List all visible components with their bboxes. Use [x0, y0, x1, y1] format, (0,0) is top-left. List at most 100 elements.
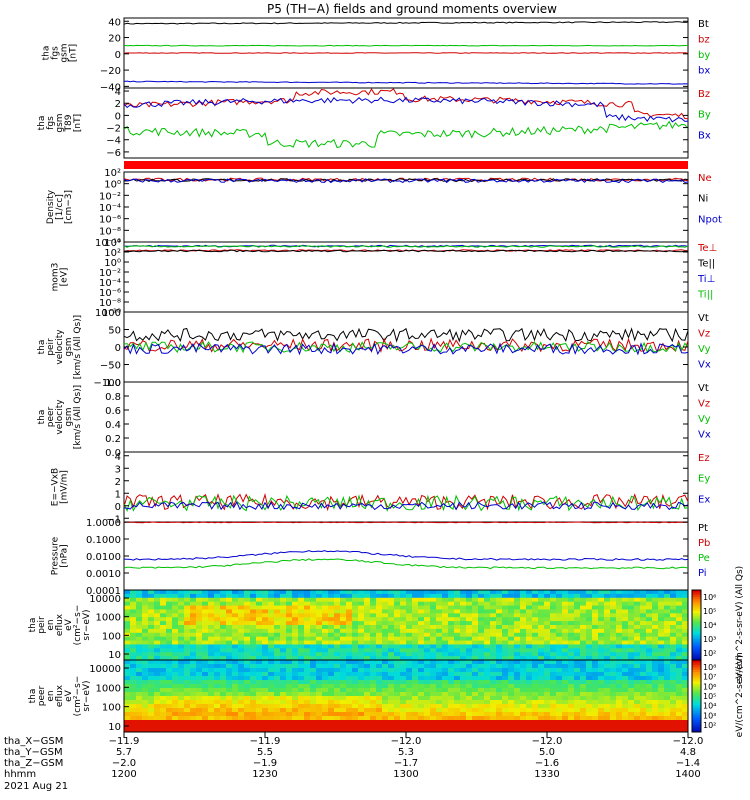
heatmap-cell: [202, 700, 209, 705]
heatmap-cell: [352, 692, 359, 697]
heatmap-cell: [124, 684, 131, 689]
colorbar-step: [692, 724, 701, 728]
heatmap-cell: [184, 684, 191, 689]
heatmap-cell: [406, 632, 413, 638]
heatmap-cell: [268, 716, 275, 721]
heatmap-cell: [412, 613, 419, 618]
heatmap-cell: [328, 605, 335, 610]
heatmap-cell: [364, 668, 371, 673]
heatmap-cell: [418, 672, 425, 677]
heatmap-cell: [622, 688, 629, 693]
heatmap-cell: [610, 601, 617, 606]
heatmap-cell: [496, 704, 503, 709]
heatmap-cell: [598, 660, 605, 665]
heatmap-cell: [346, 728, 353, 733]
heatmap-cell: [250, 728, 257, 733]
heatmap-cell: [424, 609, 431, 614]
heatmap-cell: [172, 704, 179, 709]
heatmap-cell: [208, 609, 215, 614]
heatmap-cell: [208, 704, 215, 709]
heatmap-cell: [178, 704, 185, 709]
heatmap-cell: [190, 688, 197, 693]
heatmap-cell: [544, 680, 551, 685]
heatmap-cell: [640, 728, 647, 733]
y-axis-label: [nPa]: [60, 544, 70, 567]
heatmap-cell: [574, 648, 581, 653]
heatmap-cell: [592, 688, 599, 693]
heatmap-cell: [202, 652, 209, 657]
x-tick-label: 1400: [675, 769, 700, 780]
heatmap-cell: [490, 728, 497, 733]
heatmap-cell: [160, 628, 167, 634]
heatmap-cell: [394, 680, 401, 685]
heatmap-cell: [370, 704, 377, 709]
heatmap-cell: [598, 720, 605, 725]
heatmap-cell: [490, 601, 497, 606]
heatmap-cell: [322, 621, 329, 626]
heatmap-cell: [148, 625, 155, 630]
heatmap-cell: [292, 590, 299, 595]
heatmap-cell: [568, 613, 575, 618]
heatmap-cell: [484, 636, 491, 641]
heatmap-cell: [382, 700, 389, 705]
heatmap-cell: [286, 632, 293, 638]
heatmap-cell: [532, 688, 539, 693]
heatmap-cell: [334, 724, 341, 729]
heatmap-cell: [430, 640, 437, 645]
heatmap-cell: [268, 656, 275, 661]
heatmap-cell: [664, 712, 671, 717]
heatmap-cell: [142, 656, 149, 661]
heatmap-cell: [358, 609, 365, 614]
heatmap-cell: [202, 712, 209, 717]
heatmap-cell: [622, 712, 629, 717]
heatmap-cell: [178, 728, 185, 733]
heatmap-cell: [376, 684, 383, 689]
y-axis-label: mom3: [51, 263, 61, 292]
heatmap-cell: [346, 660, 353, 665]
heatmap-cell: [616, 601, 623, 606]
heatmap-cell: [268, 660, 275, 665]
heatmap-cell: [538, 672, 545, 677]
heatmap-cell: [310, 728, 317, 733]
heatmap-cell: [208, 724, 215, 729]
y-tick-label: 10⁻⁶: [99, 288, 121, 299]
heatmap-cell: [532, 632, 539, 638]
heatmap-cell: [364, 590, 371, 595]
heatmap-cell: [286, 625, 293, 630]
heatmap-cell: [358, 728, 365, 733]
heatmap-cell: [274, 716, 281, 721]
legend-fgs-2: by: [698, 50, 710, 61]
heatmap-cell: [154, 644, 161, 649]
heatmap-cell: [130, 644, 137, 649]
heatmap-cell: [280, 712, 287, 717]
heatmap-cell: [460, 628, 467, 634]
heatmap-cell: [568, 609, 575, 614]
heatmap-cell: [466, 644, 473, 649]
heatmap-cell: [334, 593, 341, 599]
heatmap-cell: [340, 712, 347, 717]
heatmap-cell: [226, 590, 233, 595]
heatmap-cell: [220, 601, 227, 606]
heatmap-cell: [562, 632, 569, 638]
heatmap-cell: [400, 613, 407, 618]
heatmap-cell: [202, 672, 209, 677]
heatmap-cell: [640, 676, 647, 681]
heatmap-cell: [184, 597, 191, 603]
heatmap-cell: [304, 704, 311, 709]
heatmap-cell: [622, 605, 629, 610]
y-axis-label: Pressure: [51, 536, 61, 575]
heatmap-cell: [130, 601, 137, 606]
heatmap-cell: [160, 656, 167, 661]
heatmap-cell: [544, 593, 551, 599]
heatmap-cell: [532, 712, 539, 717]
heatmap-cell: [610, 700, 617, 705]
legend-fgs_dt-2: Bx: [698, 130, 711, 141]
heatmap-cell: [334, 652, 341, 657]
heatmap-cell: [616, 648, 623, 653]
heatmap-cell: [406, 684, 413, 689]
heatmap-cell: [220, 724, 227, 729]
heatmap-cell: [202, 680, 209, 685]
heatmap-cell: [448, 720, 455, 725]
heatmap-cell: [304, 724, 311, 729]
heatmap-cell: [136, 648, 143, 653]
